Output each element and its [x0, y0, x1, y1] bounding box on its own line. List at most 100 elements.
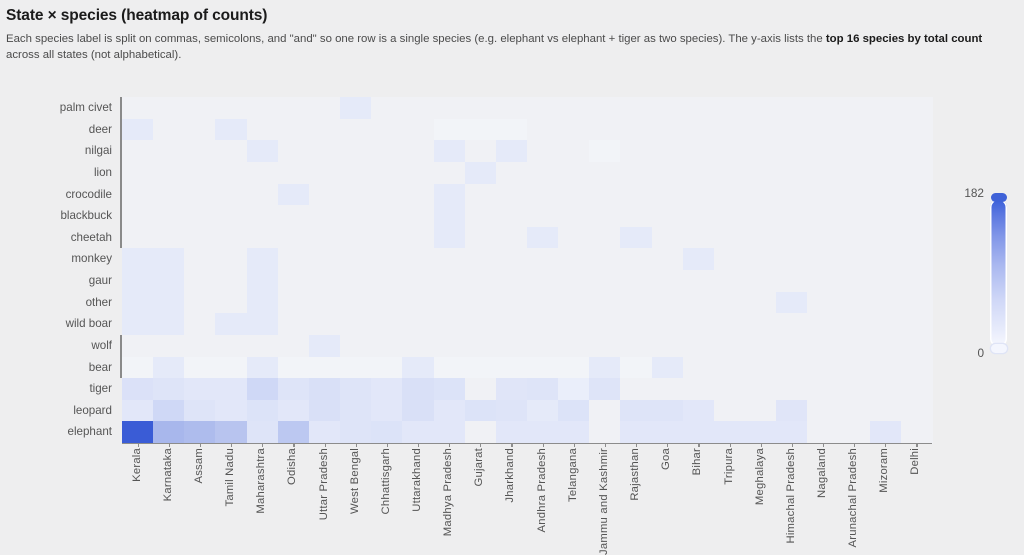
colorbar-cap-top[interactable]: [990, 193, 1007, 202]
heatmap-cell[interactable]: [527, 118, 559, 141]
heatmap-cell[interactable]: [184, 356, 217, 379]
heatmap-cell[interactable]: [340, 161, 372, 185]
heatmap-cell[interactable]: [776, 356, 808, 379]
heatmap-cell[interactable]: [682, 334, 715, 358]
heatmap-cell[interactable]: [651, 248, 684, 271]
heatmap-cell[interactable]: [433, 118, 466, 141]
heatmap-cell[interactable]: [246, 205, 279, 228]
heatmap-cell[interactable]: [153, 421, 185, 444]
heatmap-cell[interactable]: [122, 248, 154, 271]
heatmap-cell[interactable]: [807, 334, 840, 358]
heatmap-cell[interactable]: [402, 140, 435, 163]
heatmap-cell[interactable]: [807, 270, 840, 293]
heatmap-cell[interactable]: [246, 291, 279, 314]
heatmap-cell[interactable]: [495, 226, 528, 249]
heatmap-cell[interactable]: [589, 356, 622, 379]
heatmap-cell[interactable]: [122, 291, 154, 314]
heatmap-cell[interactable]: [900, 205, 933, 228]
heatmap-cell[interactable]: [215, 248, 248, 271]
heatmap-cell[interactable]: [807, 140, 840, 163]
heatmap-cell[interactable]: [807, 118, 840, 141]
heatmap-cell[interactable]: [745, 183, 777, 206]
heatmap-cell[interactable]: [713, 356, 746, 379]
heatmap-cell[interactable]: [464, 205, 497, 228]
heatmap-cell[interactable]: [713, 183, 746, 206]
heatmap-cell[interactable]: [558, 118, 590, 141]
heatmap-cell[interactable]: [558, 270, 590, 293]
heatmap-cell[interactable]: [215, 183, 248, 206]
heatmap-cell[interactable]: [682, 226, 715, 249]
heatmap-cell[interactable]: [869, 140, 902, 163]
heatmap-cell[interactable]: [277, 226, 310, 249]
heatmap-cell[interactable]: [620, 161, 653, 185]
heatmap-cell[interactable]: [371, 118, 403, 141]
heatmap-cell[interactable]: [402, 248, 435, 271]
heatmap-cell[interactable]: [589, 205, 622, 228]
heatmap-cell[interactable]: [464, 356, 497, 379]
heatmap-cell[interactable]: [371, 248, 403, 271]
heatmap-cell[interactable]: [838, 183, 871, 206]
heatmap-cell[interactable]: [620, 140, 653, 163]
heatmap-cell[interactable]: [713, 291, 746, 314]
heatmap-cell[interactable]: [495, 313, 528, 336]
heatmap-cell[interactable]: [371, 270, 403, 293]
heatmap-cell[interactable]: [495, 291, 528, 314]
heatmap-cell[interactable]: [371, 421, 403, 444]
heatmap-cell[interactable]: [277, 356, 310, 379]
heatmap-cell[interactable]: [495, 399, 528, 422]
heatmap-cell[interactable]: [277, 161, 310, 185]
heatmap-cell[interactable]: [153, 161, 185, 185]
colorbar-cap-bottom[interactable]: [990, 344, 1007, 353]
heatmap-cell[interactable]: [620, 356, 653, 379]
heatmap-cell[interactable]: [277, 378, 310, 401]
heatmap-cell[interactable]: [776, 226, 808, 249]
heatmap-cell[interactable]: [153, 248, 185, 271]
heatmap-cell[interactable]: [215, 399, 248, 422]
heatmap-cell[interactable]: [838, 421, 871, 444]
heatmap-cell[interactable]: [713, 140, 746, 163]
heatmap-cell[interactable]: [558, 399, 590, 422]
heatmap-cell[interactable]: [651, 399, 684, 422]
heatmap-cell[interactable]: [682, 378, 715, 401]
heatmap-cell[interactable]: [153, 313, 185, 336]
heatmap-cell[interactable]: [745, 205, 777, 228]
heatmap-cell[interactable]: [371, 356, 403, 379]
heatmap-cell[interactable]: [184, 205, 217, 228]
heatmap-cell[interactable]: [495, 97, 528, 120]
heatmap-cell[interactable]: [589, 378, 622, 401]
heatmap-cell[interactable]: [776, 421, 808, 444]
heatmap-cell[interactable]: [776, 140, 808, 163]
heatmap-cell[interactable]: [745, 270, 777, 293]
heatmap-cell[interactable]: [246, 226, 279, 249]
heatmap-cell[interactable]: [745, 226, 777, 249]
heatmap-cell[interactable]: [838, 248, 871, 271]
heatmap-cell[interactable]: [122, 205, 154, 228]
heatmap-cell[interactable]: [184, 140, 217, 163]
heatmap-cell[interactable]: [838, 313, 871, 336]
heatmap-cell[interactable]: [464, 399, 497, 422]
heatmap-cell[interactable]: [340, 140, 372, 163]
heatmap-cell[interactable]: [464, 140, 497, 163]
heatmap-cell[interactable]: [246, 161, 279, 185]
colorbar-track[interactable]: [990, 199, 1007, 347]
heatmap-cell[interactable]: [153, 97, 185, 120]
heatmap-cell[interactable]: [308, 399, 341, 422]
heatmap-cell[interactable]: [122, 356, 154, 379]
heatmap-cell[interactable]: [184, 399, 217, 422]
heatmap-cell[interactable]: [527, 270, 559, 293]
heatmap-cell[interactable]: [807, 313, 840, 336]
heatmap-cell[interactable]: [651, 205, 684, 228]
heatmap-cell[interactable]: [122, 334, 154, 358]
heatmap-cell[interactable]: [745, 291, 777, 314]
heatmap-cell[interactable]: [589, 334, 622, 358]
heatmap-cell[interactable]: [495, 161, 528, 185]
heatmap-cell[interactable]: [558, 378, 590, 401]
heatmap-cell[interactable]: [776, 205, 808, 228]
heatmap-cell[interactable]: [184, 97, 217, 120]
heatmap-cell[interactable]: [153, 226, 185, 249]
heatmap-cell[interactable]: [402, 97, 435, 120]
heatmap-cell[interactable]: [589, 161, 622, 185]
heatmap-cell[interactable]: [620, 205, 653, 228]
heatmap-cell[interactable]: [402, 270, 435, 293]
heatmap-cell[interactable]: [869, 248, 902, 271]
